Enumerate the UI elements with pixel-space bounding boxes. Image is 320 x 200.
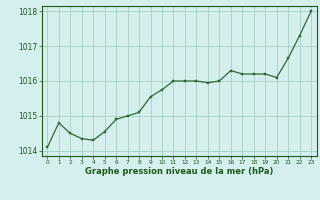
- X-axis label: Graphe pression niveau de la mer (hPa): Graphe pression niveau de la mer (hPa): [85, 167, 273, 176]
